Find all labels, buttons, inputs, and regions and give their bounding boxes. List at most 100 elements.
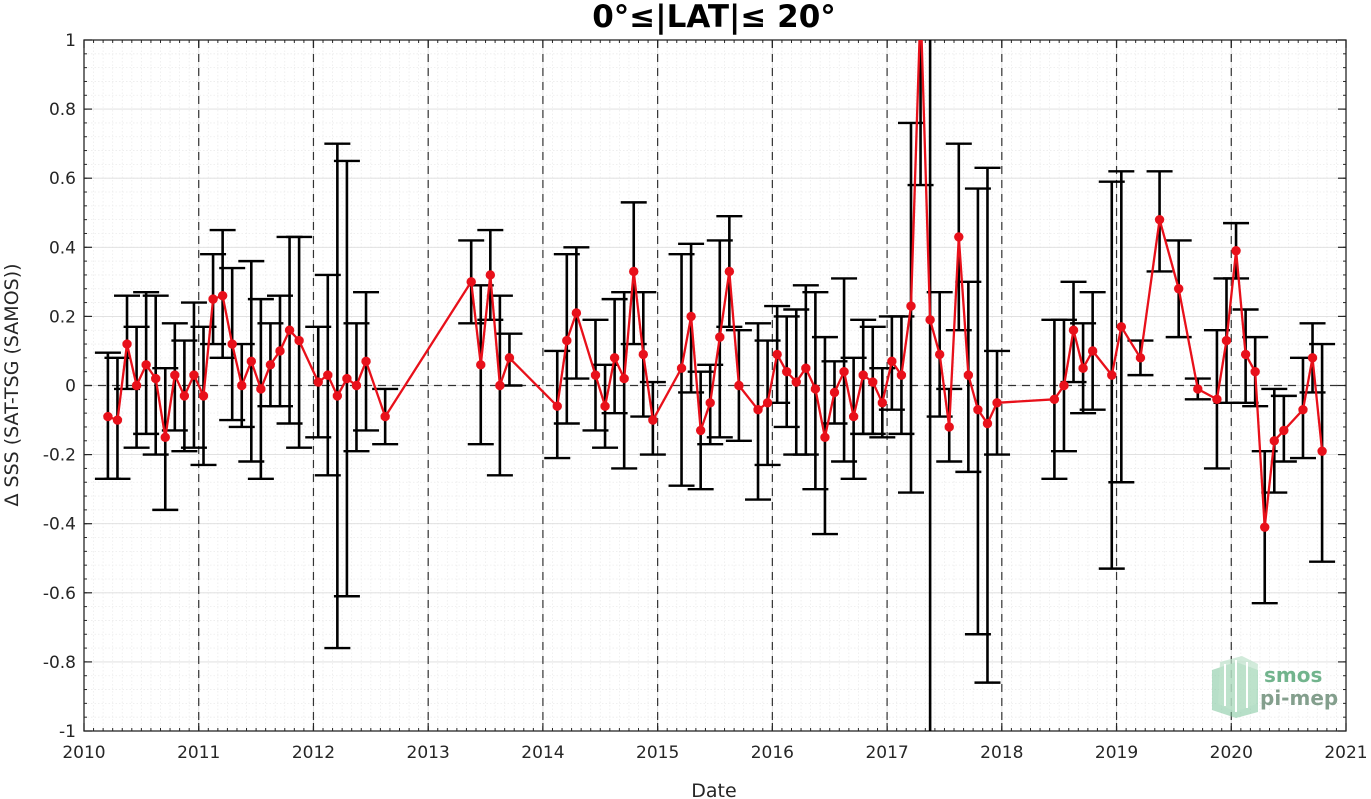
data-point: [103, 411, 113, 422]
data-point: [179, 391, 190, 401]
x-tick-label: 2011: [177, 743, 220, 763]
data-point: [1078, 363, 1088, 373]
data-point: [954, 232, 964, 242]
data-point: [638, 349, 648, 360]
data-point: [504, 353, 515, 363]
data-point: [1154, 214, 1165, 225]
data-point: [151, 373, 161, 384]
data-point: [562, 335, 572, 346]
data-point: [1059, 380, 1069, 391]
data-point: [141, 360, 151, 370]
data-point: [925, 315, 935, 325]
data-point: [122, 339, 132, 349]
data-point: [1116, 322, 1127, 332]
data-point: [609, 353, 620, 363]
data-point: [848, 411, 859, 422]
data-point: [934, 349, 945, 360]
x-tick-label: 2016: [751, 743, 794, 763]
y-tick-label: 0.2: [49, 307, 76, 327]
data-point: [237, 380, 247, 391]
data-point: [1173, 284, 1184, 294]
data-point: [323, 370, 333, 380]
data-point: [1260, 522, 1270, 532]
data-point: [810, 384, 821, 394]
x-tick-label: 2013: [407, 743, 450, 763]
data-point: [1087, 346, 1098, 356]
y-tick-label: -1: [59, 722, 76, 742]
data-point: [887, 356, 897, 367]
data-point: [801, 363, 811, 373]
data-point: [1269, 436, 1279, 446]
data-point: [1307, 353, 1318, 363]
logo-mark: [1212, 656, 1258, 718]
x-axis-label: Date: [691, 780, 736, 799]
reference-lines: [84, 40, 1346, 731]
data-point: [992, 398, 1002, 408]
data-point: [715, 332, 725, 342]
data-series: [103, 40, 1327, 532]
data-point: [619, 373, 629, 384]
data-point: [868, 377, 878, 387]
data-point: [629, 266, 639, 277]
data-point: [1240, 349, 1251, 360]
logo-text-pimep: pi-mep: [1260, 686, 1338, 710]
data-point: [495, 380, 505, 391]
x-tick-label: 2017: [865, 743, 908, 763]
data-point: [198, 391, 209, 401]
data-point: [762, 398, 773, 408]
data-point: [552, 401, 562, 411]
data-point: [705, 398, 715, 408]
data-point: [476, 360, 486, 370]
y-axis-label: Δ SSS (SAT-TSG (SAMOS)): [1, 263, 23, 506]
chart-title: 0°≤|LAT|≤ 20°: [592, 0, 836, 35]
data-point: [246, 356, 257, 367]
data-point: [973, 404, 983, 415]
data-point: [648, 415, 658, 425]
data-point: [839, 366, 849, 377]
data-point: [361, 356, 371, 367]
smos-pi-mep-logo: smos pi-mep: [1212, 656, 1338, 718]
data-point: [380, 411, 390, 422]
data-point: [131, 380, 142, 391]
y-tick-label: 0.8: [49, 100, 76, 120]
data-point: [275, 346, 285, 356]
data-point: [1212, 394, 1222, 405]
data-point: [676, 363, 687, 373]
data-point: [208, 294, 218, 304]
data-point: [1298, 404, 1308, 415]
y-tick-label: -0.6: [43, 584, 76, 604]
data-point: [189, 370, 199, 380]
data-point: [944, 422, 954, 432]
data-point: [686, 311, 696, 322]
data-point: [112, 415, 123, 425]
data-point: [791, 377, 801, 387]
data-point: [772, 349, 782, 360]
y-tick-label: 0.6: [49, 169, 76, 189]
y-tick-label: -0.2: [43, 446, 76, 466]
logo-text-smos: smos: [1264, 663, 1322, 687]
data-point: [858, 370, 868, 380]
data-point: [1193, 384, 1203, 394]
data-point: [963, 370, 974, 380]
data-point: [896, 370, 907, 380]
x-tick-label: 2012: [292, 743, 335, 763]
data-point: [160, 432, 170, 443]
x-tick-label: 2014: [521, 743, 564, 763]
data-point: [782, 366, 792, 377]
data-point: [829, 387, 840, 398]
data-point: [1107, 370, 1117, 380]
data-point: [1221, 335, 1232, 346]
data-point: [695, 425, 706, 436]
data-point: [753, 404, 763, 415]
data-point: [571, 308, 582, 318]
data-point: [332, 391, 343, 401]
data-point: [877, 398, 888, 408]
data-point: [351, 380, 362, 391]
data-point: [1049, 394, 1060, 405]
data-point: [265, 360, 276, 370]
x-tick-label: 2019: [1095, 743, 1138, 763]
data-point: [734, 380, 744, 391]
x-tick-label: 2010: [62, 743, 105, 763]
x-tick-label: 2021: [1324, 743, 1367, 763]
